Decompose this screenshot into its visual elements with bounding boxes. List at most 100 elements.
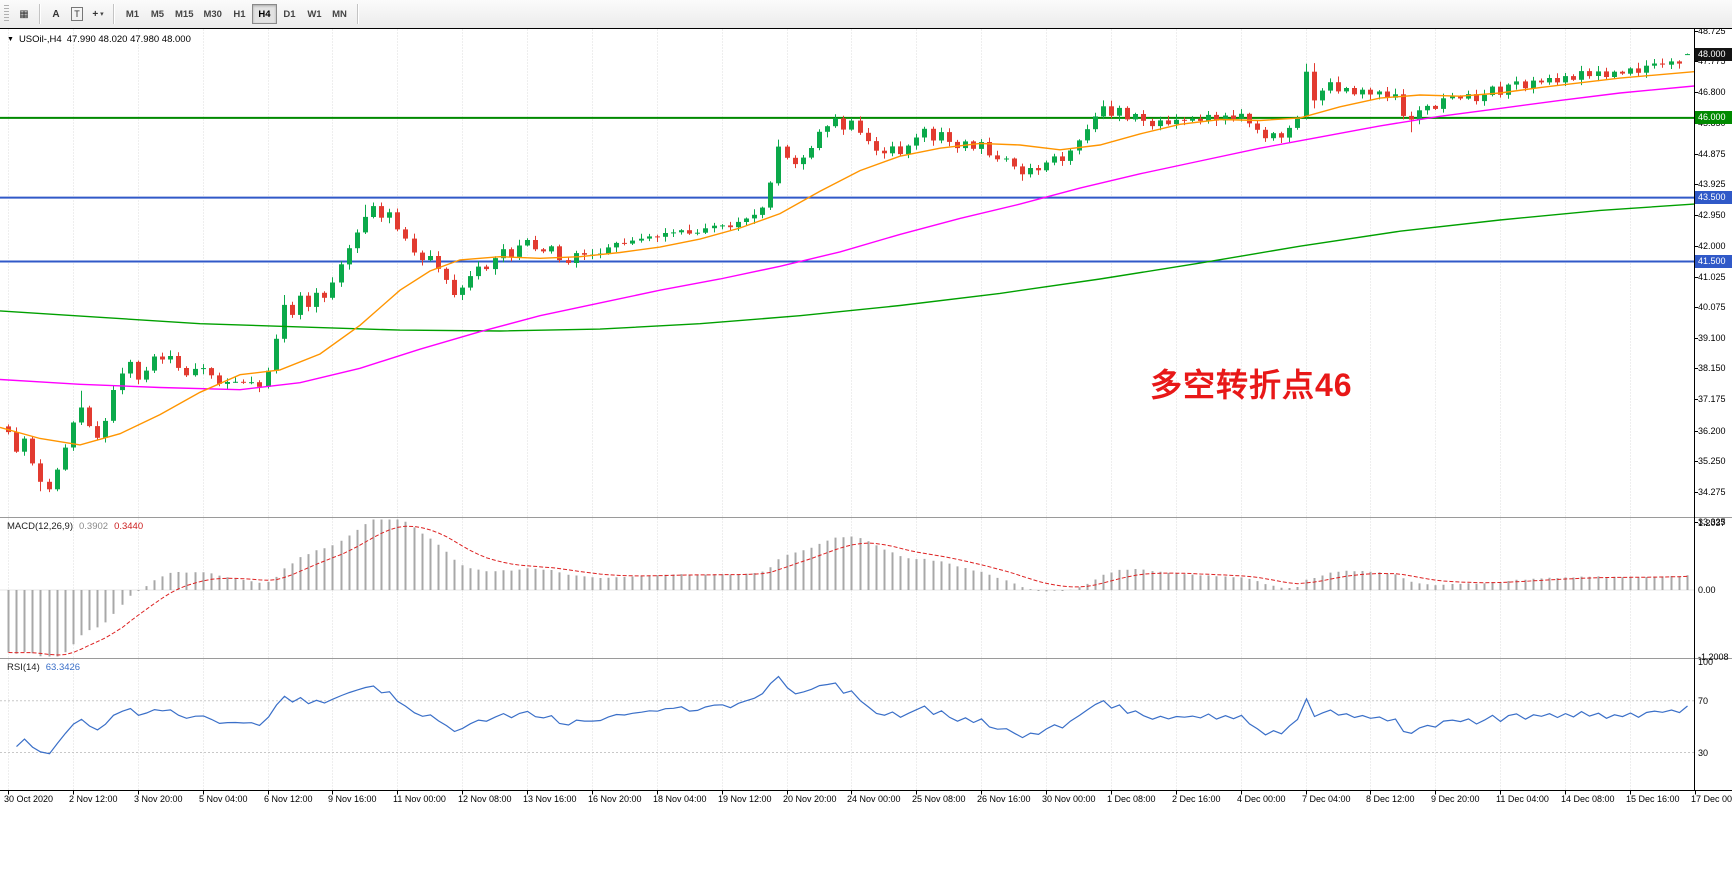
macd-signal-line [8, 525, 1688, 656]
timeframe-m15-button[interactable]: M15 [175, 8, 194, 20]
time-axis-label: 13 Nov 16:00 [523, 794, 577, 804]
charts-grid-icon: ▦ [19, 8, 29, 20]
text-tool-button[interactable]: A [52, 8, 60, 20]
time-axis-label: 9 Dec 20:00 [1431, 794, 1480, 804]
slow-ma-green [0, 203, 1695, 332]
frame-tool-button[interactable]: T [67, 4, 87, 24]
price-axis-label: 48.725 [1698, 26, 1726, 36]
time-axis-label: 15 Dec 16:00 [1626, 794, 1680, 804]
price-axis-label: 39.100 [1698, 333, 1726, 343]
time-axis-label: 18 Nov 04:00 [653, 794, 707, 804]
timeframe-toolbar: M1 M5 M15 M30 H1 H4 D1 W1 MN [120, 4, 352, 24]
time-axis-label: 30 Nov 00:00 [1042, 794, 1096, 804]
price-axis-label: 40.075 [1698, 302, 1726, 312]
charts-grid-button[interactable]: ▦ [14, 4, 34, 24]
toolbar-drag-handle[interactable] [4, 5, 9, 23]
price-axis-label: 42.000 [1698, 241, 1726, 251]
dropdown-caret-icon: ▾ [100, 11, 104, 18]
price-axis-strip[interactable] [1694, 29, 1732, 791]
time-axis-label: 9 Nov 16:00 [328, 794, 377, 804]
time-axis-label: 24 Nov 00:00 [847, 794, 901, 804]
rsi-indicator-label: RSI(14) 63.3426 [7, 662, 80, 673]
price-axis-label: 34.275 [1698, 487, 1726, 497]
time-axis-label: 2 Dec 16:00 [1172, 794, 1221, 804]
time-axis-label: 16 Nov 20:00 [588, 794, 642, 804]
price-axis-label: 37.175 [1698, 394, 1726, 404]
time-axis-label: 2 Nov 12:00 [69, 794, 118, 804]
time-axis-label: 19 Nov 12:00 [718, 794, 772, 804]
time-axis-label: 25 Nov 08:00 [912, 794, 966, 804]
macd-main-value: 0.3902 [79, 521, 109, 532]
timeframe-m30-button[interactable]: M30 [203, 8, 222, 20]
price-axis-label: 43.925 [1698, 179, 1726, 189]
rsi-axis-label: 30 [1698, 748, 1709, 758]
timeframe-d1-button[interactable]: D1 [283, 8, 296, 20]
price-axis-label: 47.775 [1698, 56, 1726, 66]
time-axis-label: 7 Dec 04:00 [1302, 794, 1351, 804]
symbol-ohlc: 47.990 48.020 47.980 48.000 [66, 34, 191, 45]
price-axis-label: 41.025 [1698, 272, 1726, 282]
timeframe-h4-button[interactable]: H4 [251, 4, 277, 24]
macd-indicator-label: MACD(12,26,9) 0.3902 0.3440 [7, 521, 143, 532]
rsi-line [16, 675, 1688, 755]
time-axis-label: 3 Nov 20:00 [134, 794, 183, 804]
timeframe-w1-button[interactable]: W1 [307, 8, 322, 20]
price-tag: 41.500 [1695, 255, 1732, 268]
rsi-axis-label: 100 [1698, 657, 1714, 667]
time-axis-label: 12 Nov 08:00 [458, 794, 512, 804]
time-axis-label: 30 Oct 2020 [4, 794, 54, 804]
macd-axis-label: 0.00 [1698, 585, 1716, 595]
symbol-dropdown-icon: ▼ [7, 36, 14, 43]
symbol-header[interactable]: ▼ USOil-,H4 47.990 48.020 47.980 48.000 [7, 34, 191, 45]
price-axis-label: 36.200 [1698, 426, 1726, 436]
frame-tool-icon: T [71, 7, 83, 21]
macd-axis-label: 1.2037 [1698, 518, 1726, 528]
time-axis-label: 17 Dec 00:00 [1691, 794, 1732, 804]
time-axis-label: 14 Dec 08:00 [1561, 794, 1615, 804]
mid-ma-magenta [0, 85, 1695, 391]
toolbar-separator [356, 4, 359, 24]
timeframe-m5-button[interactable]: M5 [150, 8, 165, 20]
price-tag: 46.000 [1695, 111, 1732, 124]
time-axis-label: 8 Dec 12:00 [1366, 794, 1415, 804]
rsi-name: RSI(14) [7, 662, 40, 673]
time-axis-label: 11 Dec 04:00 [1496, 794, 1549, 804]
price-tag: 43.500 [1695, 191, 1732, 204]
toolbar-separator [39, 4, 41, 24]
time-axis-label: 6 Nov 12:00 [264, 794, 313, 804]
price-tag: 48.000 [1695, 48, 1732, 61]
toolbar-separator [113, 4, 115, 24]
price-axis-label: 42.950 [1698, 210, 1726, 220]
timeframe-mn-button[interactable]: MN [332, 8, 347, 20]
candles-layer[interactable] [6, 54, 1690, 490]
crosshair-icon: + [92, 8, 99, 20]
rsi-axis-label: 70 [1698, 696, 1709, 706]
price-axis-label: 38.150 [1698, 363, 1726, 373]
candle-wicks-bull [24, 53, 1688, 492]
price-axis-label: 33.325 [1698, 517, 1726, 527]
price-axis-label: 35.250 [1698, 456, 1726, 466]
time-axis-label: 1 Dec 08:00 [1107, 794, 1156, 804]
macd-name: MACD(12,26,9) [7, 521, 73, 532]
crosshair-tool-button[interactable]: + ▾ [88, 4, 108, 24]
macd-axis-label: -1.2008 [1698, 652, 1729, 662]
symbol-name: USOil-,H4 [18, 34, 62, 45]
time-axis-label: 26 Nov 16:00 [977, 794, 1031, 804]
timeframe-h1-button[interactable]: H1 [233, 8, 246, 20]
price-axis-label: 44.875 [1698, 149, 1726, 159]
time-axis-label: 20 Nov 20:00 [783, 794, 837, 804]
time-axis-label: 4 Dec 00:00 [1237, 794, 1286, 804]
timeframe-m1-button[interactable]: M1 [125, 8, 140, 20]
time-axis-label: 5 Nov 04:00 [199, 794, 248, 804]
time-axis-ticks [8, 790, 1696, 795]
price-axis-label: 46.800 [1698, 87, 1726, 97]
chart-annotation-text: 多空转折点46 [1150, 367, 1353, 403]
time-axis-label: 11 Nov 00:00 [393, 794, 446, 804]
macd-histogram [7, 519, 1689, 657]
fast-ma-orange [0, 71, 1695, 446]
toolbar: ▦ A T + ▾ M1 M5 M15 M30 H1 H4 D1 W1 MN [0, 0, 1732, 28]
rsi-value: 63.3426 [45, 662, 81, 673]
macd-signal-value: 0.3440 [114, 521, 144, 532]
